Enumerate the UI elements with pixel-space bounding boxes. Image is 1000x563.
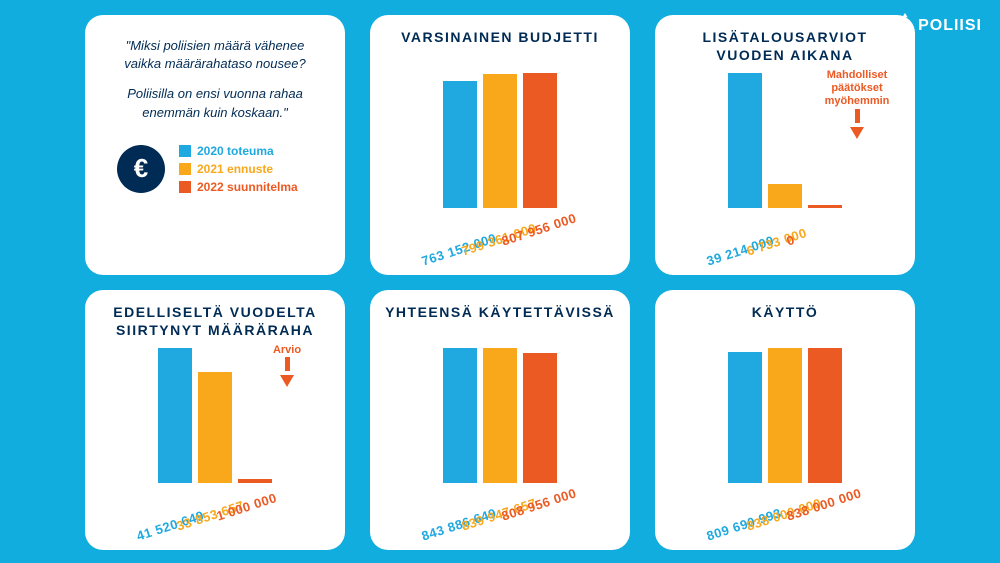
chart-card-budjetti: VARSINAINEN BUDJETTI 763 152 000799 361 0…: [370, 15, 630, 275]
bar-value: 838 000 000: [785, 485, 864, 523]
bar: [523, 73, 557, 208]
euro-icon: €: [117, 145, 165, 193]
bar: [728, 352, 762, 483]
value-labels: 809 690 993838 000 000838 000 000: [667, 487, 903, 540]
bar: [158, 348, 192, 483]
bar: [768, 184, 802, 208]
legend-item-2020: 2020 toteuma: [179, 144, 298, 158]
legend-item-2022: 2022 suunnitelma: [179, 180, 298, 194]
arrow-icon: [855, 109, 860, 123]
arrow-icon: [285, 357, 290, 371]
logo-text: POLIISI: [918, 17, 982, 35]
legend-label-2021: 2021 ennuste: [197, 162, 273, 176]
arrow-head-icon: [280, 375, 294, 387]
bar: [808, 348, 842, 483]
bar-value: 807 956 000: [500, 210, 579, 248]
value-labels: 41 520 64933 853 6571 000 000: [97, 487, 333, 540]
value-labels: 39 214 0006 733 0000: [667, 212, 903, 265]
swatch-red: [179, 181, 191, 193]
bar-value: 6 733 000: [745, 225, 809, 259]
swatch-blue: [179, 145, 191, 157]
chart-annotation: Mahdolliset päätökset myöhemmin: [817, 69, 897, 139]
chart-card-kaytto: KÄYTTÖ 809 690 993838 000 000838 000 000: [655, 290, 915, 550]
chart-annotation: Arvio: [247, 344, 327, 387]
bar: [443, 348, 477, 483]
annotation-text: Arvio: [247, 344, 327, 357]
chart-area: Mahdolliset päätökset myöhemmin: [667, 69, 903, 208]
arrow-head-icon: [850, 127, 864, 139]
bar: [808, 205, 842, 208]
bar: [198, 372, 232, 483]
legend-label-2022: 2022 suunnitelma: [197, 180, 298, 194]
swatch-orange: [179, 163, 191, 175]
card-grid: "Miksi poliisien määrä vähenee vaikka mä…: [85, 15, 915, 550]
legend-row: € 2020 toteuma 2021 ennuste 2022 suunnit…: [97, 144, 333, 194]
bar: [523, 353, 557, 483]
chart-title: KÄYTTÖ: [752, 304, 819, 338]
chart-area: [667, 344, 903, 483]
chart-card-lisatalous: LISÄTALOUSARVIOT VUODEN AIKANA Mahdollise…: [655, 15, 915, 275]
quote-block: "Miksi poliisien määrä vähenee vaikka mä…: [97, 29, 333, 122]
bar: [483, 348, 517, 483]
quote-line-1: "Miksi poliisien määrä vähenee vaikka mä…: [115, 37, 315, 73]
bar: [238, 479, 272, 483]
chart-area: Arvio: [97, 344, 333, 483]
chart-title: VARSINAINEN BUDJETTI: [401, 29, 599, 63]
annotation-text: Mahdolliset päätökset myöhemmin: [817, 69, 897, 109]
value-labels: 843 886 649839 947 657808 956 000: [382, 487, 618, 540]
bar-value: 1 000 000: [215, 490, 279, 524]
chart-area: [382, 69, 618, 208]
bars: [728, 348, 842, 483]
bars: [443, 348, 557, 483]
bars: [443, 73, 557, 208]
bar: [483, 74, 517, 208]
bar: [443, 81, 477, 208]
bar: [728, 73, 762, 208]
value-labels: 763 152 000799 361 000807 956 000: [382, 212, 618, 265]
legend-label-2020: 2020 toteuma: [197, 144, 274, 158]
intro-card: "Miksi poliisien määrä vähenee vaikka mä…: [85, 15, 345, 275]
chart-card-siirtynyt: EDELLISELTÄ VUODELTA SIIRTYNYT MÄÄRÄRAHA…: [85, 290, 345, 550]
legend: 2020 toteuma 2021 ennuste 2022 suunnitel…: [179, 144, 298, 194]
chart-title: YHTEENSÄ KÄYTETTÄVISSÄ: [385, 304, 615, 338]
chart-card-yhteensa: YHTEENSÄ KÄYTETTÄVISSÄ 843 886 649839 947…: [370, 290, 630, 550]
legend-item-2021: 2021 ennuste: [179, 162, 298, 176]
chart-title: EDELLISELTÄ VUODELTA SIIRTYNYT MÄÄRÄRAHA: [97, 304, 333, 338]
bar: [768, 348, 802, 483]
quote-line-2: Poliisilla on ensi vuonna rahaa enemmän …: [115, 85, 315, 121]
chart-area: [382, 344, 618, 483]
bar-value: 808 956 000: [500, 485, 579, 523]
chart-title: LISÄTALOUSARVIOT VUODEN AIKANA: [667, 29, 903, 63]
